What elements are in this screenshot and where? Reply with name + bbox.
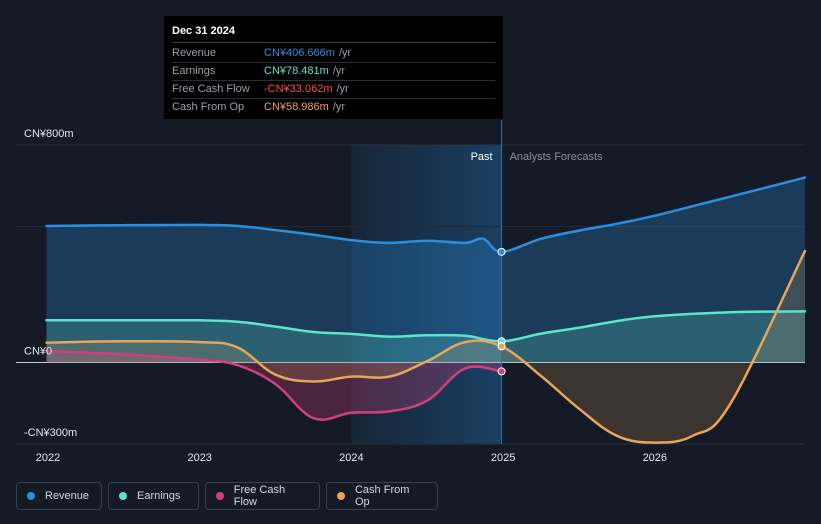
- forecast-label: Analysts Forecasts: [510, 151, 603, 163]
- tooltip-row-cash-from-op: Cash From Op CN¥58.986m /yr: [172, 99, 495, 116]
- tooltip-label-free-cash-flow: Free Cash Flow: [172, 83, 250, 95]
- legend: Revenue Earnings Free Cash Flow Cash Fro…: [16, 482, 438, 510]
- tooltip-value-revenue: CN¥406.666m: [264, 47, 335, 59]
- revenue-area: [46, 177, 805, 363]
- tooltip-unit-revenue: /yr: [338, 47, 352, 59]
- tooltip-date: Dec 31 2024: [172, 24, 495, 43]
- tooltip-row-earnings: Earnings CN¥78.481m /yr: [172, 63, 495, 81]
- tooltip-unit-cash-from-op: /yr: [332, 101, 346, 113]
- cash-from-op-dot-icon: [337, 492, 345, 500]
- x-tick-label-2: 2024: [339, 452, 363, 464]
- legend-item-earnings[interactable]: Earnings: [108, 482, 199, 510]
- tooltip-unit-free-cash-flow: /yr: [336, 83, 349, 95]
- past-label: Past: [471, 151, 493, 163]
- tooltip-label-cash-from-op: Cash From Op: [172, 101, 245, 113]
- tooltip-label-revenue: Revenue: [172, 47, 217, 59]
- tooltip-row-revenue: Revenue CN¥406.666m /yr: [172, 45, 495, 63]
- x-tick-label-3: 2025: [491, 452, 515, 464]
- legend-item-free-cash-flow[interactable]: Free Cash Flow: [205, 482, 320, 510]
- free-cash-flow-area: [46, 351, 502, 420]
- cash-from-op-area: [46, 251, 805, 443]
- tooltip-value-free-cash-flow: -CN¥33.062m: [264, 83, 333, 95]
- legend-label-revenue: Revenue: [45, 490, 90, 502]
- earnings-area: [46, 311, 805, 363]
- earnings-line: [45, 310, 807, 343]
- y-tick-label-0: CN¥800m: [24, 128, 74, 140]
- tooltip-row-free-cash-flow: Free Cash Flow -CN¥33.062m /yr: [172, 81, 495, 99]
- cash-from-op-line: [45, 249, 807, 444]
- revenue-dot-icon: [27, 492, 35, 500]
- y-tick-label-2: -CN¥300m: [24, 427, 77, 439]
- tooltip-value-earnings: CN¥78.481m: [264, 65, 329, 77]
- legend-label-cash-from-op: Cash From Op: [354, 484, 410, 508]
- y-tick-label-1: CN¥0: [24, 345, 52, 357]
- x-tick-label-1: 2023: [187, 452, 211, 464]
- tooltip-value-cash-from-op: CN¥58.986m: [264, 101, 329, 113]
- past-year-highlight: [351, 145, 502, 444]
- cash-from-op-marker: [497, 342, 506, 351]
- legend-item-revenue[interactable]: Revenue: [16, 482, 102, 510]
- tooltip: Dec 31 2024 Revenue CN¥406.666m /yr Earn…: [164, 16, 503, 119]
- x-tick-label-0: 2022: [36, 452, 60, 464]
- legend-label-free-cash-flow: Free Cash Flow: [233, 484, 286, 508]
- earnings-dot-icon: [119, 492, 127, 500]
- free-cash-flow-marker: [497, 367, 506, 376]
- free-cash-flow-dot-icon: [216, 492, 224, 500]
- tooltip-label-earnings: Earnings: [172, 65, 216, 77]
- legend-item-cash-from-op[interactable]: Cash From Op: [326, 482, 438, 510]
- tooltip-unit-earnings: /yr: [332, 65, 346, 77]
- legend-label-earnings: Earnings: [137, 490, 181, 502]
- free-cash-flow-line: [45, 349, 503, 421]
- revenue-line: [45, 176, 807, 254]
- x-tick-label-4: 2026: [643, 452, 667, 464]
- revenue-marker: [497, 247, 506, 256]
